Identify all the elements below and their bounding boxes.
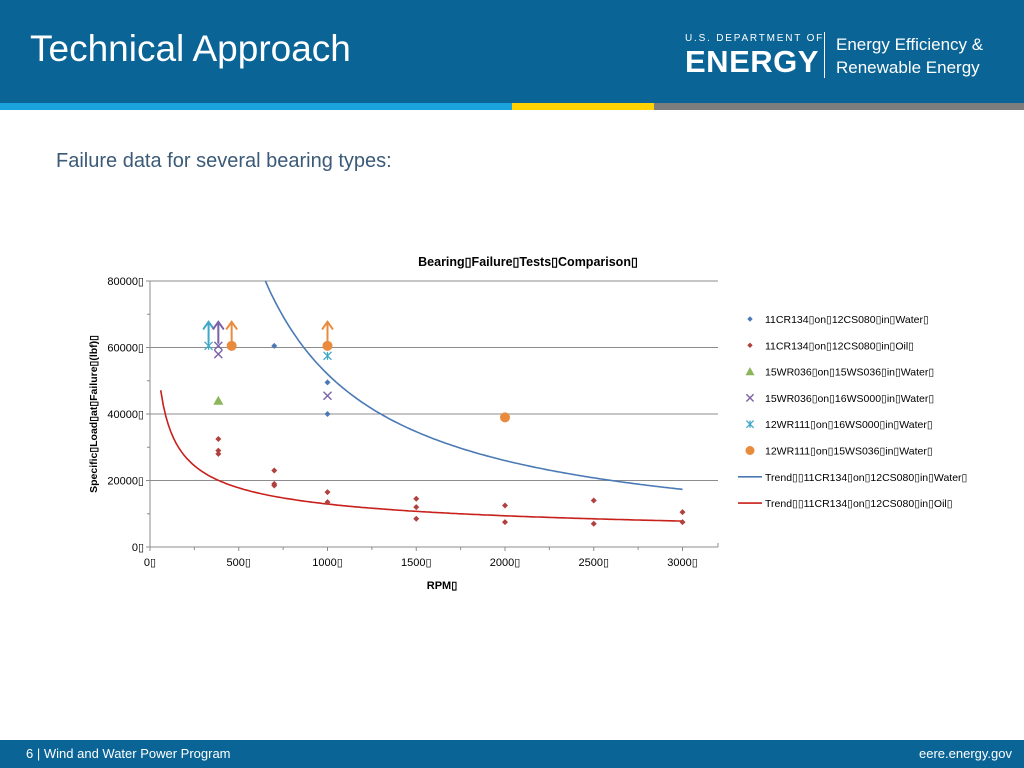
legend-swatch [747, 316, 753, 322]
arrow-up-icon [202, 320, 215, 344]
legend-swatch [747, 342, 753, 348]
eere-line-1: Energy Efficiency & [836, 35, 984, 54]
data-point [324, 411, 331, 417]
slide-title: Technical Approach [30, 28, 351, 69]
data-point [271, 342, 278, 349]
data-point [322, 340, 333, 351]
arrow-up-icon [212, 320, 225, 344]
bearing-failure-chart: 0▯ 500▯ 1000▯ 1500▯ 2000▯ 2500▯ 3000▯ 0▯ 20000▯ 4… [88, 255, 968, 592]
x-tick-label: 1000▯ [312, 557, 343, 569]
data-point [413, 515, 420, 522]
data-point [226, 340, 237, 351]
footer-url: eere.energy.gov [919, 746, 1012, 761]
x-tick-label: 2500▯ [578, 557, 609, 569]
y-tick-label: 80000▯ [107, 276, 144, 288]
doe-logo-big-text: ENERGY [685, 44, 819, 79]
y-tick-label: 60000▯ [107, 343, 144, 355]
data-point [213, 349, 223, 359]
program-name: Wind and Water Power Program [43, 746, 231, 761]
footer-left: 6 | Wind and Water Power Program [26, 746, 231, 761]
accent-stripe-yellow [512, 103, 654, 110]
series-2 [215, 435, 686, 527]
data-point [413, 504, 420, 511]
data-point [590, 520, 597, 527]
x-tick-label: 0▯ [144, 557, 156, 569]
data-point [413, 495, 420, 502]
x-tick-label: 3000▯ [667, 557, 698, 569]
data-point [271, 482, 278, 489]
doe-logo-small-text: U.S. DEPARTMENT OF [685, 33, 825, 44]
trend-line-1 [264, 280, 683, 491]
chart-title: Bearing▯Failure▯Tests▯Comparison▯ [418, 255, 638, 269]
legend-entry: 15WR036▯on▯16WS000▯in▯Water▯ [765, 393, 934, 405]
page-number: 6 [26, 746, 34, 761]
y-axis-label: Specific▯Load▯at▯Failure▯(lbf)▯ [88, 335, 100, 493]
data-point [500, 412, 510, 423]
legend-entry: 12WR111▯on▯16WS000▯in▯Water▯ [765, 419, 933, 431]
series-4 [213, 341, 332, 401]
eere-logo: Energy Efficiency & Renewable Energy [836, 33, 983, 79]
x-tick-label: 500▯ [227, 557, 251, 569]
legend-entry: Trend▯▯11CR134▯on▯12CS080▯in▯Oil▯ [765, 498, 953, 510]
data-point [502, 519, 508, 526]
accent-stripe-gray [654, 103, 1024, 110]
accent-stripe-blue [0, 103, 512, 110]
legend-entry: 11CR134▯on▯12CS080▯in▯Water▯ [765, 314, 929, 326]
data-point [679, 519, 686, 526]
series-3 [213, 395, 224, 405]
y-tick-label: 40000▯ [107, 409, 144, 421]
x-axis-label: RPM▯ [427, 580, 458, 592]
data-point [324, 379, 331, 386]
arrow-up-icon [321, 320, 334, 344]
slide-subtitle: Failure data for several bearing types: [56, 150, 392, 172]
arrow-up-icon [225, 320, 238, 344]
series-1 [271, 342, 331, 417]
legend-swatch [745, 393, 755, 402]
data-point [679, 509, 686, 516]
header-bar [0, 0, 1024, 103]
legend-swatch [745, 367, 755, 376]
trend-line-2 [159, 390, 683, 522]
data-point [590, 497, 597, 504]
data-point [502, 502, 508, 509]
data-point [324, 489, 331, 496]
footer-bar: 6 | Wind and Water Power Program eere.en… [0, 740, 1024, 768]
data-point [323, 351, 332, 361]
data-point [271, 467, 278, 474]
legend-swatch [745, 420, 755, 429]
data-point [324, 499, 331, 506]
eere-line-2: Renewable Energy [836, 58, 980, 77]
x-tick-label: 2000▯ [490, 557, 521, 569]
chart-legend: 11CR134▯on▯12CS080▯in▯Water▯ 11CR134▯on▯1… [738, 314, 968, 510]
footer-separator: | [36, 746, 41, 761]
y-tick-label: 20000▯ [107, 476, 144, 488]
legend-entry: 11CR134▯on▯12CS080▯in▯Oil▯ [765, 340, 914, 352]
legend-swatch [745, 446, 755, 455]
data-point [215, 450, 222, 457]
x-tick-label: 1500▯ [401, 557, 432, 569]
data-point [213, 341, 223, 351]
legend-entry: Trend▯▯11CR134▯on▯12CS080▯in▯Water▯ [765, 472, 968, 484]
data-point [215, 435, 222, 442]
data-point [215, 447, 222, 454]
series-6 [226, 340, 510, 423]
legend-entry: 15WR036▯on▯15WS036▯in▯Water▯ [765, 367, 934, 379]
logo-divider [824, 32, 825, 78]
legend-entry: 12WR111▯on▯15WS036▯in▯Water▯ [765, 446, 933, 458]
data-point [323, 391, 332, 401]
data-point [213, 395, 224, 405]
trend-lines [159, 280, 683, 522]
y-tick-label: 0▯ [132, 542, 144, 554]
